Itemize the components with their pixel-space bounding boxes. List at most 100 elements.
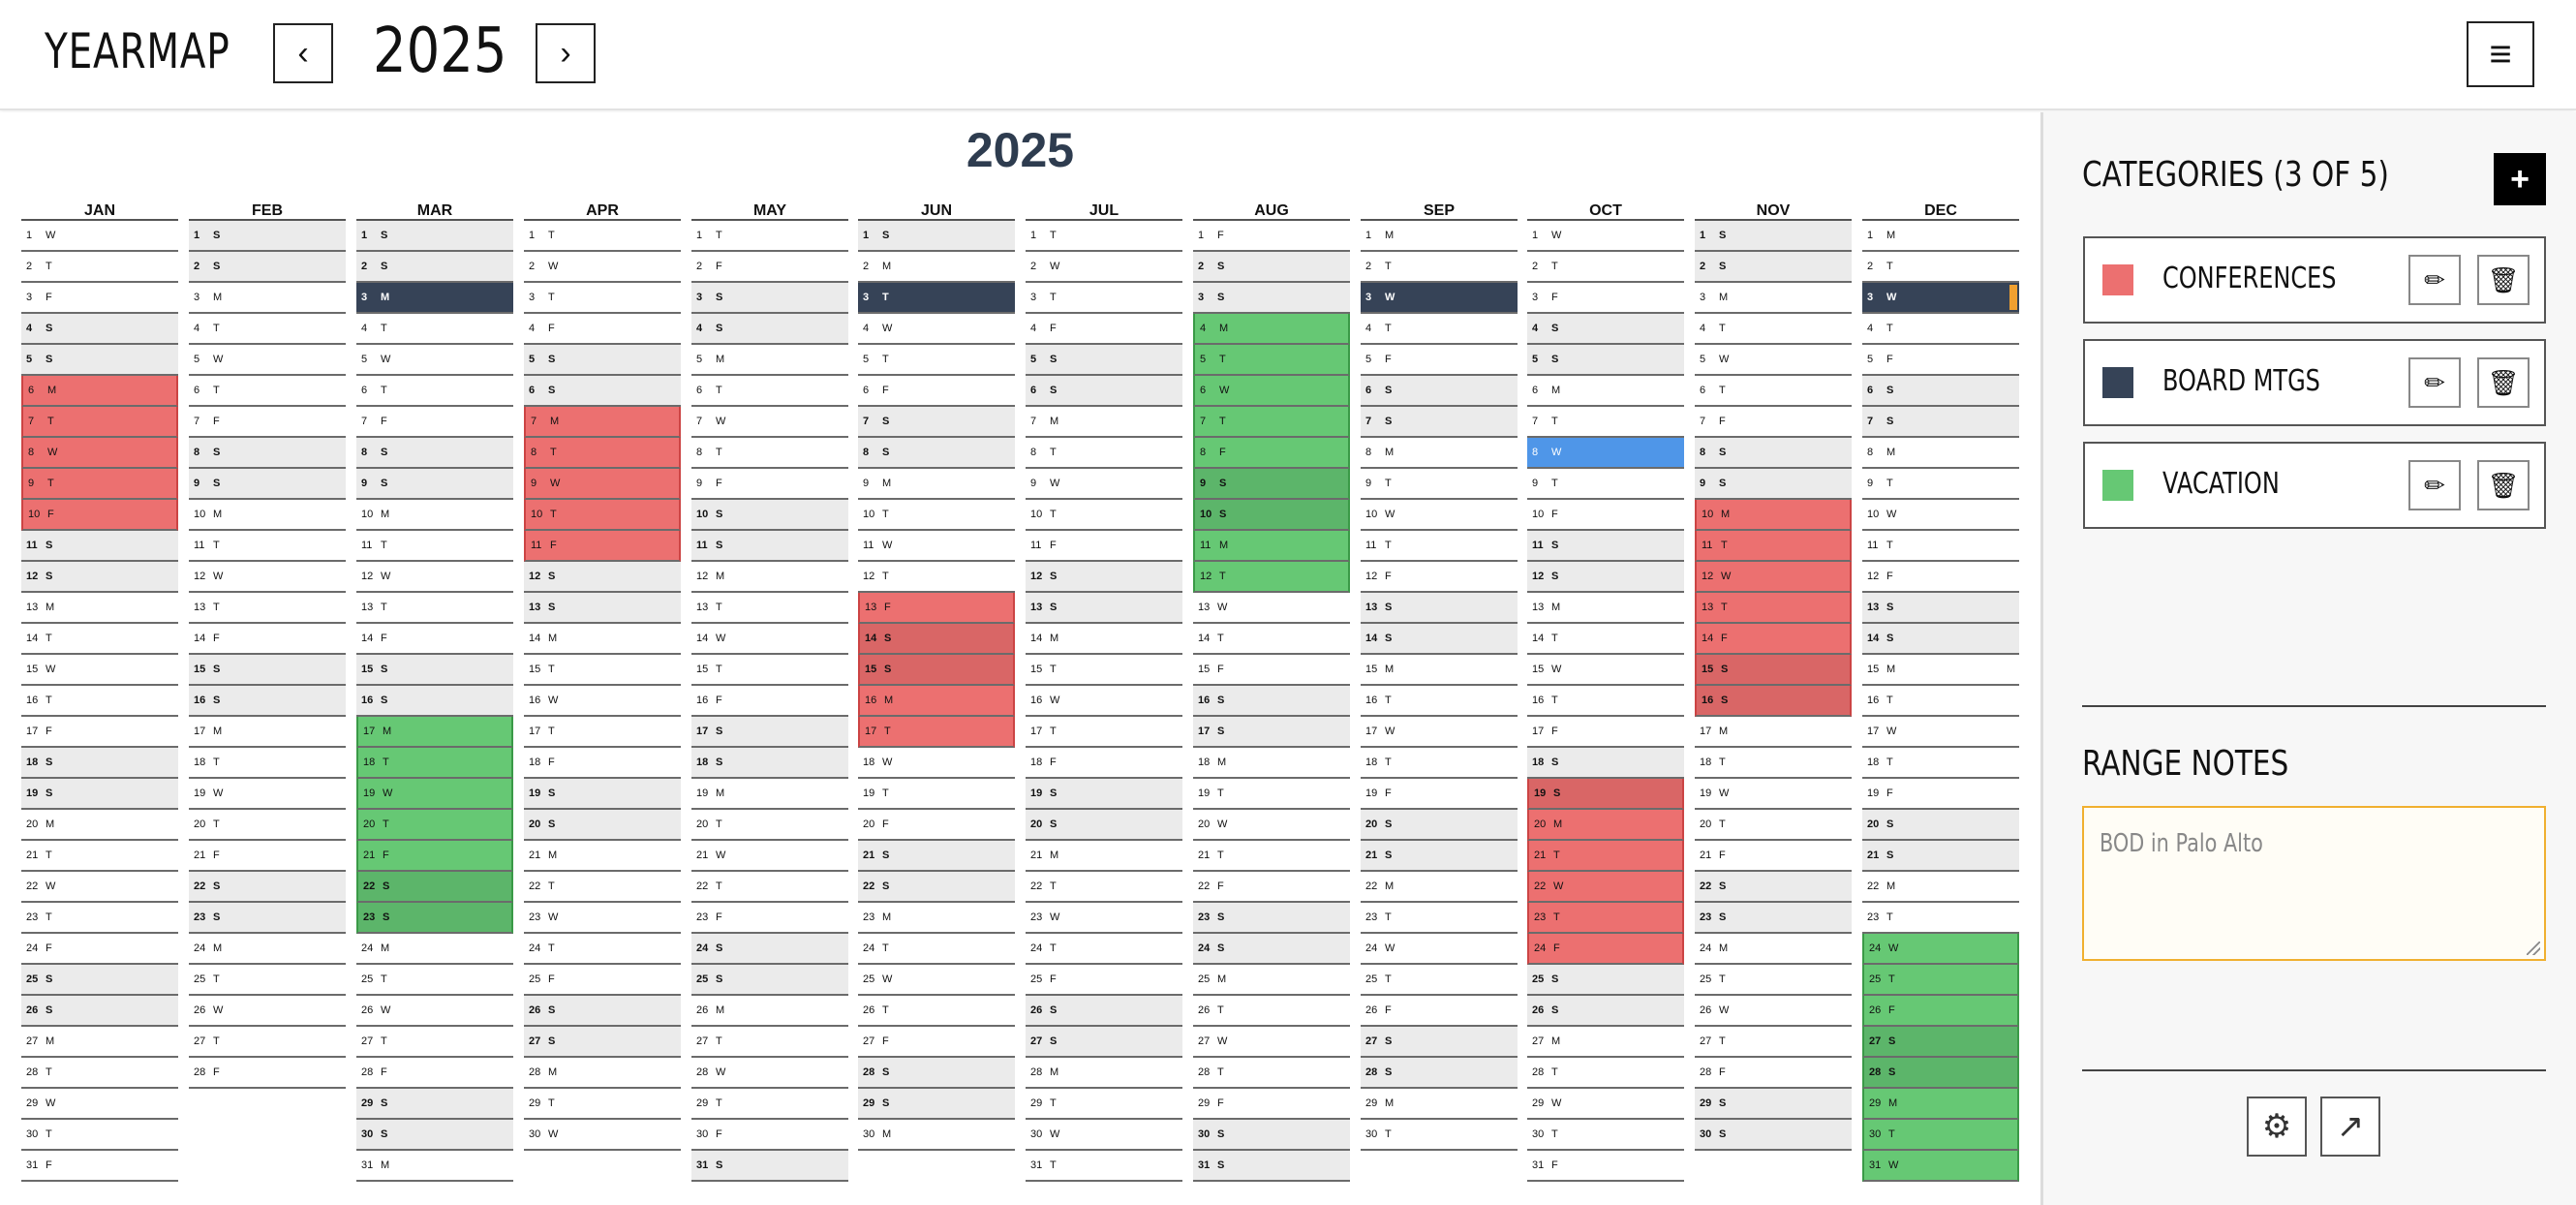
day-cell[interactable]: 22 S	[356, 872, 513, 903]
day-cell[interactable]: 30 T	[1527, 1120, 1684, 1151]
day-cell[interactable]: 20 S	[1026, 810, 1182, 841]
day-cell[interactable]: 27 S	[524, 1027, 681, 1058]
day-cell[interactable]: 17 S	[1193, 717, 1350, 748]
day-cell[interactable]: 20 S	[524, 810, 681, 841]
day-cell[interactable]: 20 M	[21, 810, 178, 841]
day-cell[interactable]: 30 T	[1361, 1120, 1518, 1151]
day-cell[interactable]: 30 T	[1862, 1120, 2019, 1151]
day-cell[interactable]: 10 S	[691, 500, 848, 531]
day-cell[interactable]: 16 T	[1361, 686, 1518, 717]
day-cell[interactable]: 13 F	[858, 593, 1015, 624]
day-cell[interactable]: 24 W	[1862, 934, 2019, 965]
day-cell[interactable]: 24 S	[691, 934, 848, 965]
day-cell[interactable]: 29 T	[1026, 1089, 1182, 1120]
day-cell[interactable]: 23 S	[356, 903, 513, 934]
day-cell[interactable]: 15 S	[356, 655, 513, 686]
day-cell[interactable]: 13 M	[1527, 593, 1684, 624]
day-cell[interactable]: 10 S	[1193, 500, 1350, 531]
day-cell[interactable]: 16 T	[1862, 686, 2019, 717]
day-cell[interactable]: 30 S	[1695, 1120, 1852, 1151]
day-cell[interactable]: 26 S	[524, 996, 681, 1027]
day-cell[interactable]: 23 T	[1361, 903, 1518, 934]
day-cell[interactable]: 26 M	[691, 996, 848, 1027]
category-item-vacation[interactable]: VACATION ✏ 🗑	[2083, 442, 2546, 529]
day-cell[interactable]: 10 T	[1026, 500, 1182, 531]
day-cell[interactable]: 25 T	[1695, 965, 1852, 996]
day-cell[interactable]: 26 S	[1026, 996, 1182, 1027]
day-cell[interactable]: 17 M	[1695, 717, 1852, 748]
day-cell[interactable]: 15 W	[21, 655, 178, 686]
day-cell[interactable]: 10 M	[1695, 500, 1852, 531]
day-cell[interactable]: 30 T	[21, 1120, 178, 1151]
day-cell[interactable]: 10 T	[858, 500, 1015, 531]
day-cell[interactable]: 25 M	[1193, 965, 1350, 996]
day-cell[interactable]: 19 W	[1695, 779, 1852, 810]
day-cell[interactable]: 20 T	[189, 810, 346, 841]
day-cell[interactable]: 14 M	[524, 624, 681, 655]
day-cell[interactable]: 11 F	[1026, 531, 1182, 562]
day-cell[interactable]: 13 T	[1695, 593, 1852, 624]
day-cell[interactable]: 20 W	[1193, 810, 1350, 841]
day-cell[interactable]: 31 T	[1026, 1151, 1182, 1182]
day-cell[interactable]: 29 W	[21, 1089, 178, 1120]
day-cell[interactable]: 24 T	[1026, 934, 1182, 965]
day-cell[interactable]: 20 M	[1527, 810, 1684, 841]
day-cell[interactable]: 28 F	[189, 1058, 346, 1089]
edit-category-button[interactable]: ✏	[2408, 460, 2461, 510]
day-cell[interactable]: 26 F	[1361, 996, 1518, 1027]
day-cell[interactable]: 30 S	[356, 1120, 513, 1151]
day-cell[interactable]: 30 M	[858, 1120, 1015, 1151]
next-year-button[interactable]: ›	[536, 23, 596, 83]
day-cell[interactable]: 15 M	[1361, 655, 1518, 686]
day-cell[interactable]: 10 F	[1527, 500, 1684, 531]
day-cell[interactable]: 28 S	[858, 1058, 1015, 1089]
day-cell[interactable]: 14 W	[691, 624, 848, 655]
day-cell[interactable]: 12 W	[189, 562, 346, 593]
day-cell[interactable]: 18 T	[356, 748, 513, 779]
day-cell[interactable]: 25 S	[21, 965, 178, 996]
day-cell[interactable]: 21 F	[189, 841, 346, 872]
day-cell[interactable]: 24 F	[1527, 934, 1684, 965]
day-cell[interactable]: 13 T	[691, 593, 848, 624]
day-cell[interactable]: 27 M	[21, 1027, 178, 1058]
day-cell[interactable]: 13 M	[21, 593, 178, 624]
day-cell[interactable]: 27 T	[691, 1027, 848, 1058]
day-cell[interactable]: 16 S	[1193, 686, 1350, 717]
day-cell[interactable]: 30 W	[1026, 1120, 1182, 1151]
day-cell[interactable]: 24 T	[524, 934, 681, 965]
day-cell[interactable]: 31 F	[1527, 1151, 1684, 1182]
day-cell[interactable]: 14 T	[21, 624, 178, 655]
day-cell[interactable]: 31 M	[356, 1151, 513, 1182]
day-cell[interactable]: 14 F	[356, 624, 513, 655]
day-cell[interactable]: 21 M	[524, 841, 681, 872]
day-cell[interactable]: 14 T	[1527, 624, 1684, 655]
day-cell[interactable]: 11 T	[356, 531, 513, 562]
day-cell[interactable]: 12 S	[21, 562, 178, 593]
delete-category-button[interactable]: 🗑	[2477, 357, 2530, 408]
